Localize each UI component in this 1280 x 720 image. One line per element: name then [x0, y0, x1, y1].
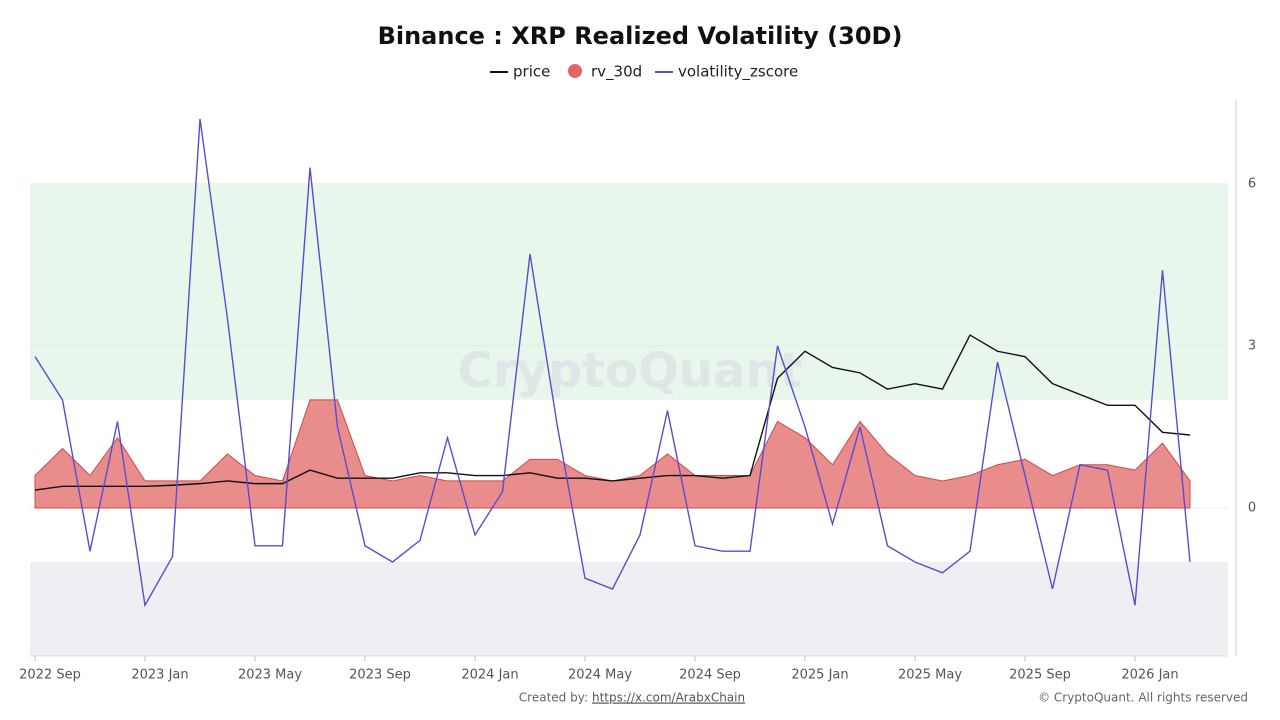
x-tick-label: 2024 Sep — [679, 668, 741, 683]
y-tick-label: 0 — [1248, 500, 1256, 515]
zone — [30, 561, 1228, 656]
watermark: CryptoQuant — [458, 343, 803, 399]
zone — [30, 183, 1228, 400]
x-tick-label: 2023 Sep — [349, 668, 411, 683]
legend-label: rv_30d — [591, 63, 642, 82]
legend-label: volatility_zscore — [678, 63, 798, 82]
chart-title: Binance : XRP Realized Volatility (30D) — [378, 22, 903, 50]
legend-label: price — [513, 63, 550, 81]
area — [34, 399, 1191, 509]
x-tick-label: 2025 May — [898, 668, 962, 683]
y-tick-label: 6 — [1248, 176, 1256, 191]
credit-link[interactable]: https://x.com/ArabxChain — [592, 691, 745, 705]
credit-label: Created by: — [519, 691, 588, 705]
legend-swatch — [568, 64, 582, 78]
x-tick-label: 2023 Jan — [131, 668, 188, 683]
x-tick-label: 2022 Sep — [19, 668, 81, 683]
x-tick-label: 2025 Sep — [1009, 668, 1071, 683]
x-tick-label: 2026 Jan — [1121, 668, 1178, 683]
line — [34, 334, 1191, 491]
line — [34, 118, 1191, 608]
x-tick-label: 2024 May — [568, 668, 632, 683]
copyright: © CryptoQuant. All rights reserved — [1038, 691, 1248, 705]
y-tick-label: 3 — [1248, 338, 1256, 353]
x-tick-label: 2023 May — [238, 668, 302, 683]
legend: price rv_30d volatility_zscore — [490, 63, 798, 82]
x-tick-label: 2024 Jan — [461, 668, 518, 683]
x-tick-label: 2025 Jan — [791, 668, 848, 683]
